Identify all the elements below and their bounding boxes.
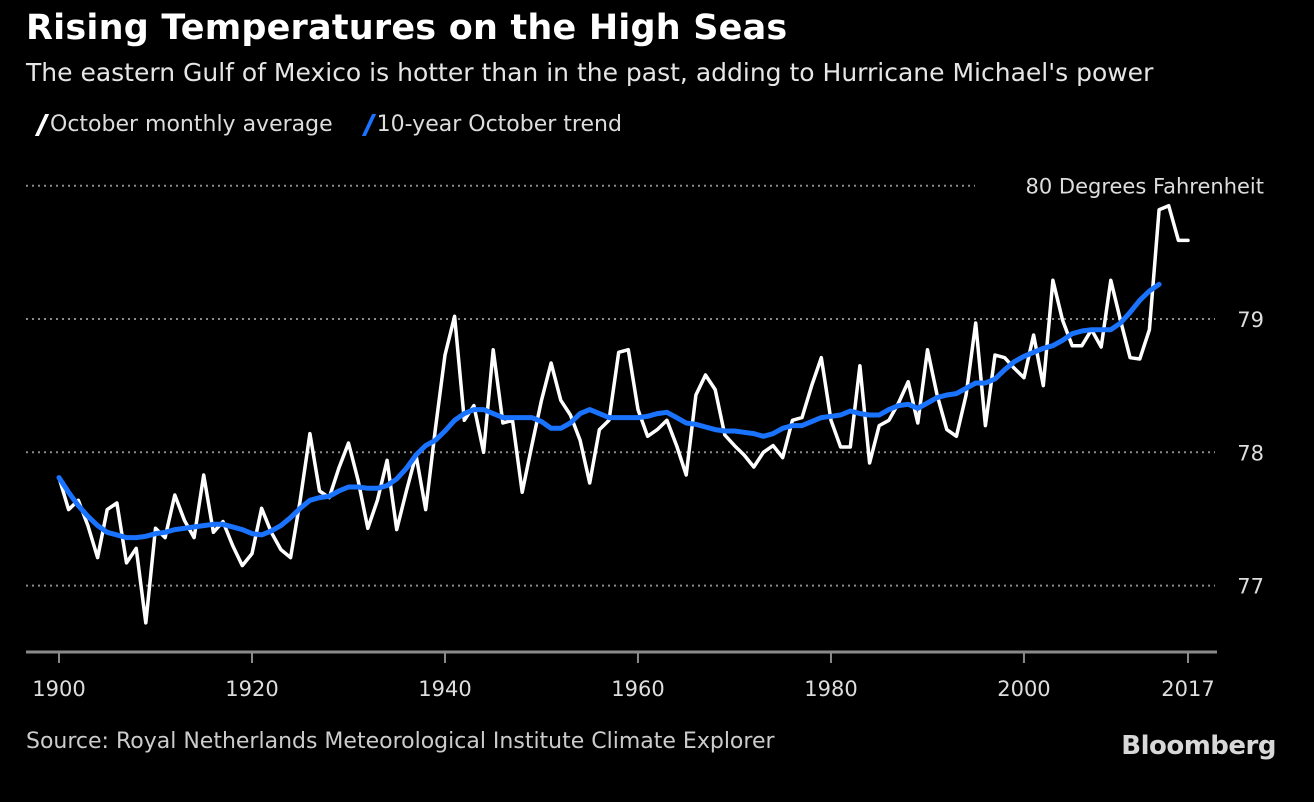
x-tick-label: 1900	[32, 677, 85, 701]
x-tick-label: 1980	[804, 677, 857, 701]
y-tick-label: 79	[1237, 308, 1264, 332]
x-axis: 1900 1920 1940 1960 1980 2000 2017	[26, 650, 1217, 701]
x-tick-label: 1960	[611, 677, 664, 701]
y-tick-label: 77	[1237, 575, 1264, 599]
gridlines	[26, 184, 1215, 587]
legend: October monthly average 10-year October …	[34, 112, 622, 137]
source-note: Source: Royal Netherlands Meteorological…	[26, 729, 775, 754]
x-tick-label: 1940	[418, 677, 471, 701]
x-tick-label: 1920	[225, 677, 278, 701]
legend-label: October monthly average	[50, 112, 333, 137]
chart-subtitle: The eastern Gulf of Mexico is hotter tha…	[26, 58, 1154, 87]
legend-label: 10-year October trend	[376, 112, 622, 137]
chart-title: Rising Temperatures on the High Seas	[26, 8, 788, 48]
legend-item-trend: 10-year October trend	[361, 112, 622, 137]
y-tick-label: 80 Degrees Fahrenheit	[1026, 175, 1264, 199]
bloomberg-logo: Bloomberg	[1121, 731, 1276, 761]
x-tick-label: 2000	[997, 677, 1050, 701]
y-tick-label: 78	[1237, 441, 1264, 465]
y-axis: 77 78 79 80 Degrees Fahrenheit	[1026, 175, 1264, 599]
legend-item-monthly-average: October monthly average	[34, 112, 333, 137]
series-lines	[56, 203, 1190, 625]
x-tick-label: 2017	[1161, 677, 1214, 701]
series-line-monthly-average	[57, 203, 1190, 625]
series-line-trend	[56, 281, 1162, 541]
